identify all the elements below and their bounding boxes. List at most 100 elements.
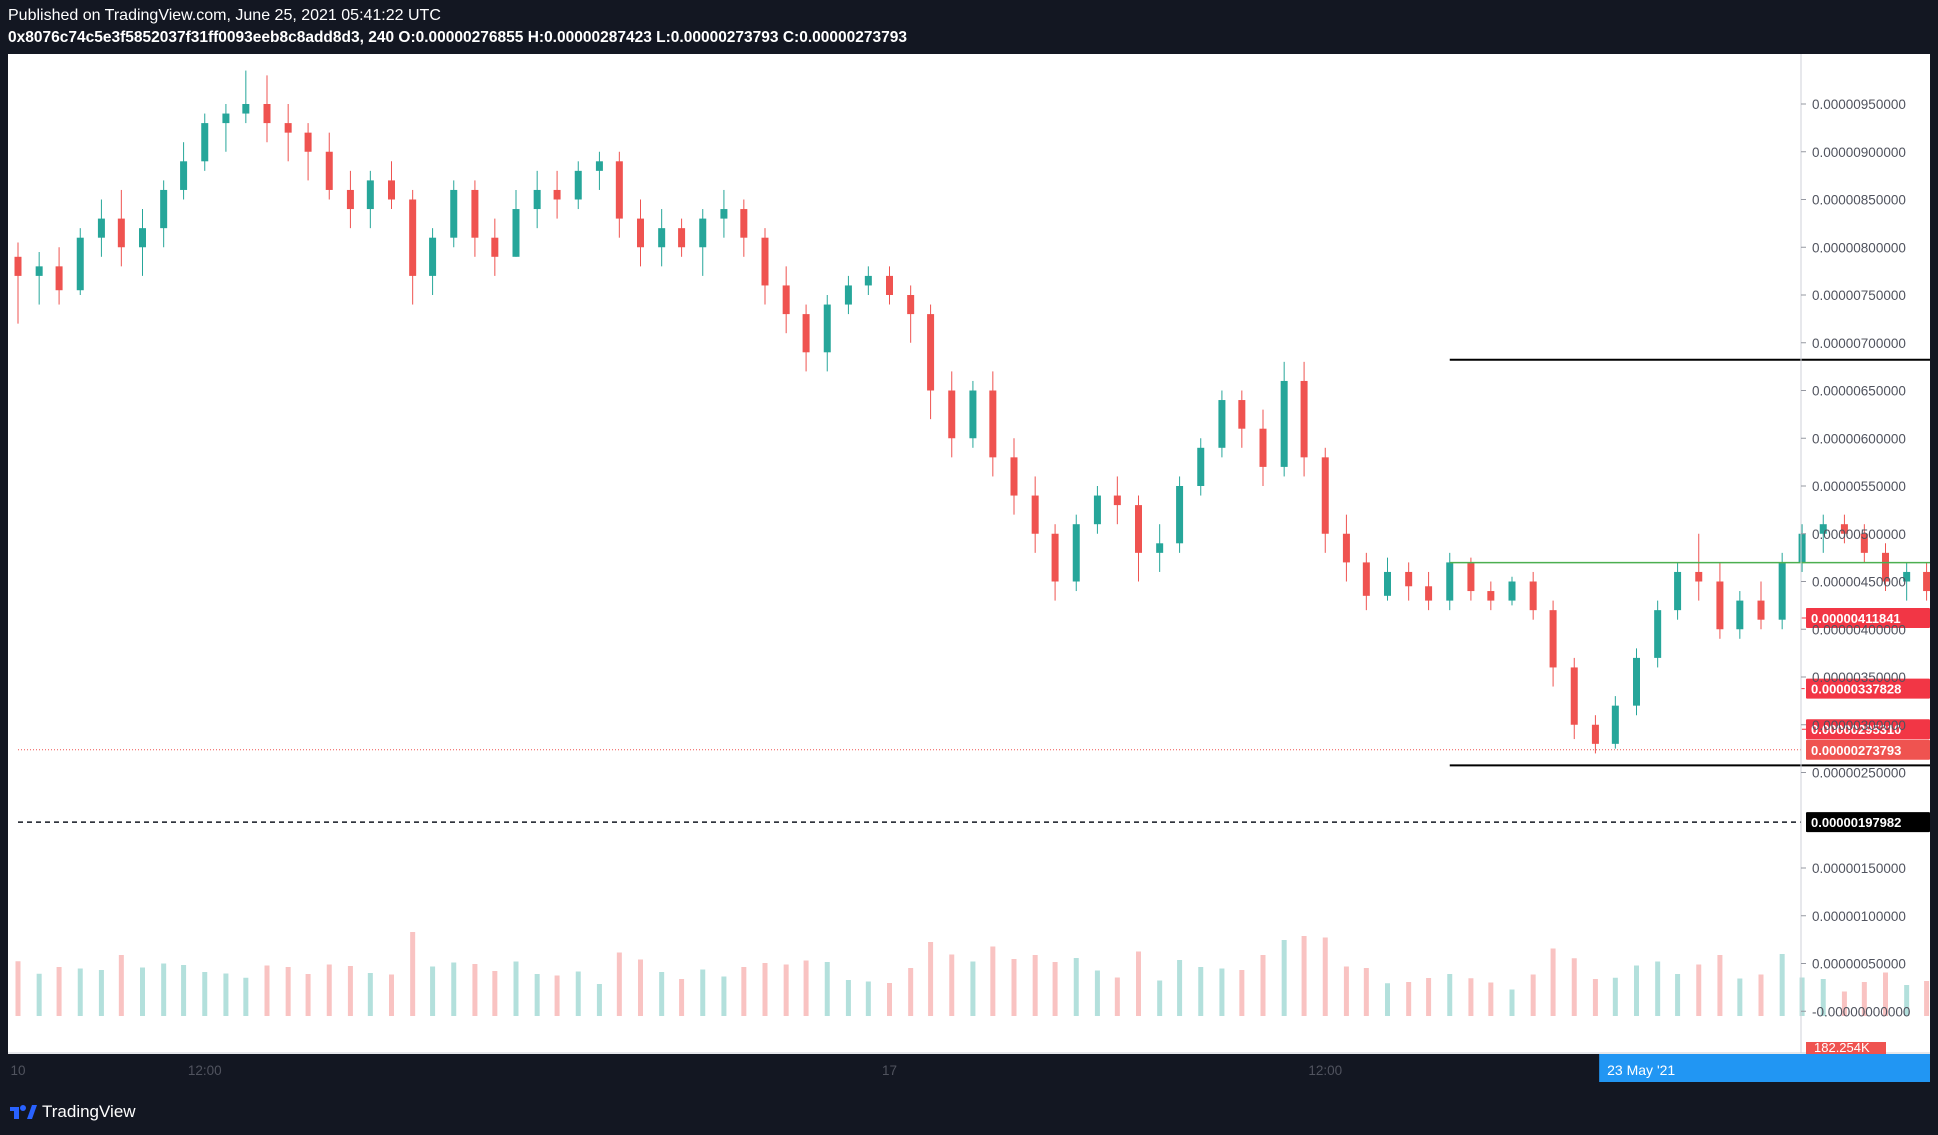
candle-body[interactable]	[1113, 495, 1121, 506]
candle-body[interactable]	[1778, 562, 1786, 620]
candle-body[interactable]	[761, 237, 769, 286]
candle-body[interactable]	[1405, 571, 1413, 587]
candle-body[interactable]	[366, 180, 374, 210]
candle-body[interactable]	[1860, 533, 1868, 553]
candle-body[interactable]	[595, 161, 603, 171]
candle-body[interactable]	[346, 189, 354, 210]
candle-body[interactable]	[35, 266, 43, 276]
candle-body[interactable]	[1072, 524, 1080, 582]
candle-body[interactable]	[1135, 505, 1142, 553]
volume-bar	[492, 971, 498, 1016]
candle-body[interactable]	[1508, 581, 1516, 601]
candle-body[interactable]	[1736, 600, 1744, 630]
candle-body[interactable]	[864, 275, 872, 286]
candle-body[interactable]	[1218, 400, 1226, 448]
candle-body[interactable]	[304, 132, 312, 152]
candle-body[interactable]	[1487, 591, 1495, 601]
candle-body[interactable]	[948, 390, 956, 439]
candle-body[interactable]	[1549, 610, 1557, 668]
candle-body[interactable]	[1819, 524, 1827, 534]
candle-body[interactable]	[802, 314, 810, 353]
candle-body[interactable]	[782, 285, 790, 315]
candle-body[interactable]	[388, 180, 395, 200]
candle-body[interactable]	[55, 266, 63, 291]
candle-body[interactable]	[969, 390, 977, 439]
candle-body[interactable]	[222, 113, 230, 124]
candle-body[interactable]	[284, 123, 292, 133]
candle-body[interactable]	[76, 237, 84, 291]
candle-body[interactable]	[325, 151, 333, 190]
candle-body[interactable]	[1425, 586, 1433, 601]
candle-body[interactable]	[1093, 495, 1101, 525]
candle-body[interactable]	[1176, 486, 1184, 544]
candle-body[interactable]	[886, 275, 893, 295]
candle-body[interactable]	[1321, 457, 1329, 534]
candle-body[interactable]	[429, 237, 437, 276]
candle-body[interactable]	[1342, 533, 1350, 563]
candle-body[interactable]	[160, 189, 168, 229]
candle-body[interactable]	[242, 104, 250, 114]
candle-body[interactable]	[574, 170, 582, 200]
candle-body[interactable]	[1051, 533, 1059, 582]
candle-body[interactable]	[844, 285, 852, 305]
candle-body[interactable]	[1300, 380, 1308, 458]
candle-body[interactable]	[180, 161, 188, 190]
candle-body[interactable]	[471, 189, 479, 238]
candle-body[interactable]	[658, 228, 666, 248]
candle-body[interactable]	[409, 199, 417, 276]
candle-body[interactable]	[201, 123, 209, 162]
candle-body[interactable]	[1010, 457, 1018, 496]
candle-body[interactable]	[1259, 428, 1267, 467]
candle-body[interactable]	[823, 304, 831, 353]
volume-bar	[1260, 955, 1266, 1016]
candle-body[interactable]	[1882, 552, 1889, 582]
candle-body[interactable]	[1633, 657, 1640, 706]
candle-body[interactable]	[1570, 667, 1578, 725]
candle-body[interactable]	[740, 209, 748, 238]
volume-bar	[1094, 970, 1100, 1016]
candle-body[interactable]	[1529, 581, 1537, 611]
price-chart[interactable]: 1(0.00000682172)0.5(0.00000469789)0(0.00…	[8, 54, 1930, 1090]
candle-body[interactable]	[97, 218, 105, 238]
candle-body[interactable]	[1362, 562, 1370, 596]
candle-body[interactable]	[1197, 447, 1205, 486]
candle-body[interactable]	[1695, 571, 1703, 582]
candle-body[interactable]	[989, 390, 997, 458]
candle-body[interactable]	[450, 189, 458, 238]
candle-body[interactable]	[14, 256, 22, 276]
candle-body[interactable]	[1716, 581, 1724, 630]
candle-body[interactable]	[1031, 495, 1039, 534]
candle-body[interactable]	[533, 189, 541, 210]
candle-body[interactable]	[1903, 571, 1911, 582]
candle-body[interactable]	[1923, 571, 1930, 592]
candle-body[interactable]	[720, 209, 728, 219]
candle-body[interactable]	[927, 314, 935, 391]
candle-body[interactable]	[637, 218, 644, 248]
candle-body[interactable]	[117, 218, 125, 248]
candle-body[interactable]	[1798, 533, 1806, 563]
candle-body[interactable]	[907, 295, 915, 315]
candle-body[interactable]	[263, 104, 271, 124]
candle-body[interactable]	[1674, 571, 1682, 611]
candle-body[interactable]	[512, 209, 520, 257]
candle-body[interactable]	[1611, 705, 1619, 744]
candle-body[interactable]	[1156, 543, 1164, 553]
candle-body[interactable]	[1591, 724, 1599, 744]
tradingview-logo-icon[interactable]	[8, 1101, 38, 1121]
candle-body[interactable]	[1384, 571, 1391, 596]
candle-body[interactable]	[1446, 562, 1454, 601]
candle-body[interactable]	[491, 237, 499, 257]
candle-body[interactable]	[678, 228, 686, 248]
candle-body[interactable]	[615, 161, 623, 219]
candle-body[interactable]	[1654, 610, 1662, 658]
candle-body[interactable]	[1280, 380, 1288, 467]
candle-body[interactable]	[699, 218, 707, 248]
candle-body[interactable]	[1238, 400, 1246, 429]
candle-body[interactable]	[1757, 600, 1765, 620]
chart-area[interactable]: 1(0.00000682172)0.5(0.00000469789)0(0.00…	[8, 54, 1930, 1082]
candle-body[interactable]	[1840, 524, 1848, 534]
tradingview-brand[interactable]: TradingView	[42, 1102, 136, 1121]
candle-body[interactable]	[1467, 562, 1475, 592]
candle-body[interactable]	[553, 189, 561, 200]
candle-body[interactable]	[139, 228, 146, 248]
